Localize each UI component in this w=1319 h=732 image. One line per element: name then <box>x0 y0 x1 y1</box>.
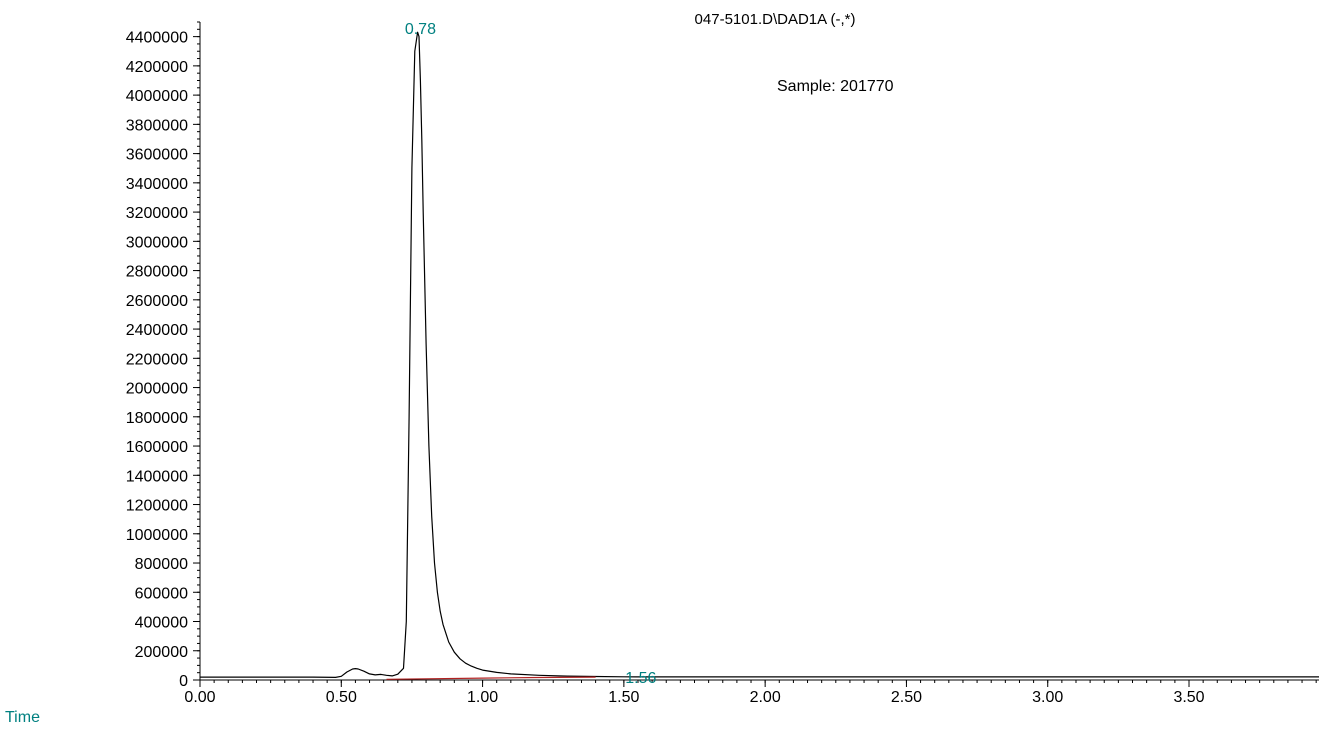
signal-trace <box>200 31 1319 679</box>
plot-area <box>200 31 1319 680</box>
y-tick-label: 3600000 <box>126 147 188 164</box>
y-tick-label: 2600000 <box>126 293 188 310</box>
x-tick-label: 2.00 <box>750 689 781 706</box>
chart-title: 047-5101.D\DAD1A (-,*) <box>695 11 856 28</box>
y-tick-label: 4200000 <box>126 59 188 76</box>
y-tick-label: 1000000 <box>126 527 188 544</box>
baseline-trace <box>386 676 596 680</box>
y-tick-label: 3400000 <box>126 176 188 193</box>
y-tick-label: 800000 <box>135 556 188 573</box>
y-tick-label: 2200000 <box>126 351 188 368</box>
x-tick-label: 1.50 <box>608 689 639 706</box>
peak-labels: 0.78 1.56 <box>405 21 657 687</box>
y-tick-label: 2800000 <box>126 264 188 281</box>
y-tick-label: 1600000 <box>126 439 188 456</box>
y-tick-label: 0 <box>179 673 188 690</box>
x-tick-label: 3.00 <box>1032 689 1063 706</box>
y-tick-label: 3200000 <box>126 205 188 222</box>
x-axis: 0.00 0.50 1.00 1.50 2.00 2.50 3.00 3.50 <box>184 679 1319 706</box>
y-tick-label: 1400000 <box>126 468 188 485</box>
sample-annotation: Sample: 201770 <box>777 78 894 95</box>
x-axis-label: Time <box>5 709 40 726</box>
x-tick-label: 3.50 <box>1173 689 1204 706</box>
y-tick-label: 2000000 <box>126 381 188 398</box>
y-tick-label: 1200000 <box>126 498 188 515</box>
y-tick-label: 600000 <box>135 585 188 602</box>
peak-label: 0.78 <box>405 21 436 38</box>
x-tick-label: 1.00 <box>467 689 498 706</box>
y-tick-label: 4000000 <box>126 88 188 105</box>
y-tick-label: 200000 <box>135 644 188 661</box>
y-tick-label: 2400000 <box>126 322 188 339</box>
y-tick-label: 400000 <box>135 615 188 632</box>
y-tick-label: 1800000 <box>126 410 188 427</box>
y-tick-label: 3000000 <box>126 234 188 251</box>
x-tick-label: 0.00 <box>184 689 215 706</box>
x-tick-label: 0.50 <box>326 689 357 706</box>
y-tick-label: 4400000 <box>126 30 188 47</box>
x-tick-label: 2.50 <box>891 689 922 706</box>
peak-label: 1.56 <box>625 670 656 687</box>
y-tick-label: 3800000 <box>126 117 188 134</box>
y-axis: 0 200000 400000 600000 800000 1000000 1200000 1… <box>126 21 201 690</box>
